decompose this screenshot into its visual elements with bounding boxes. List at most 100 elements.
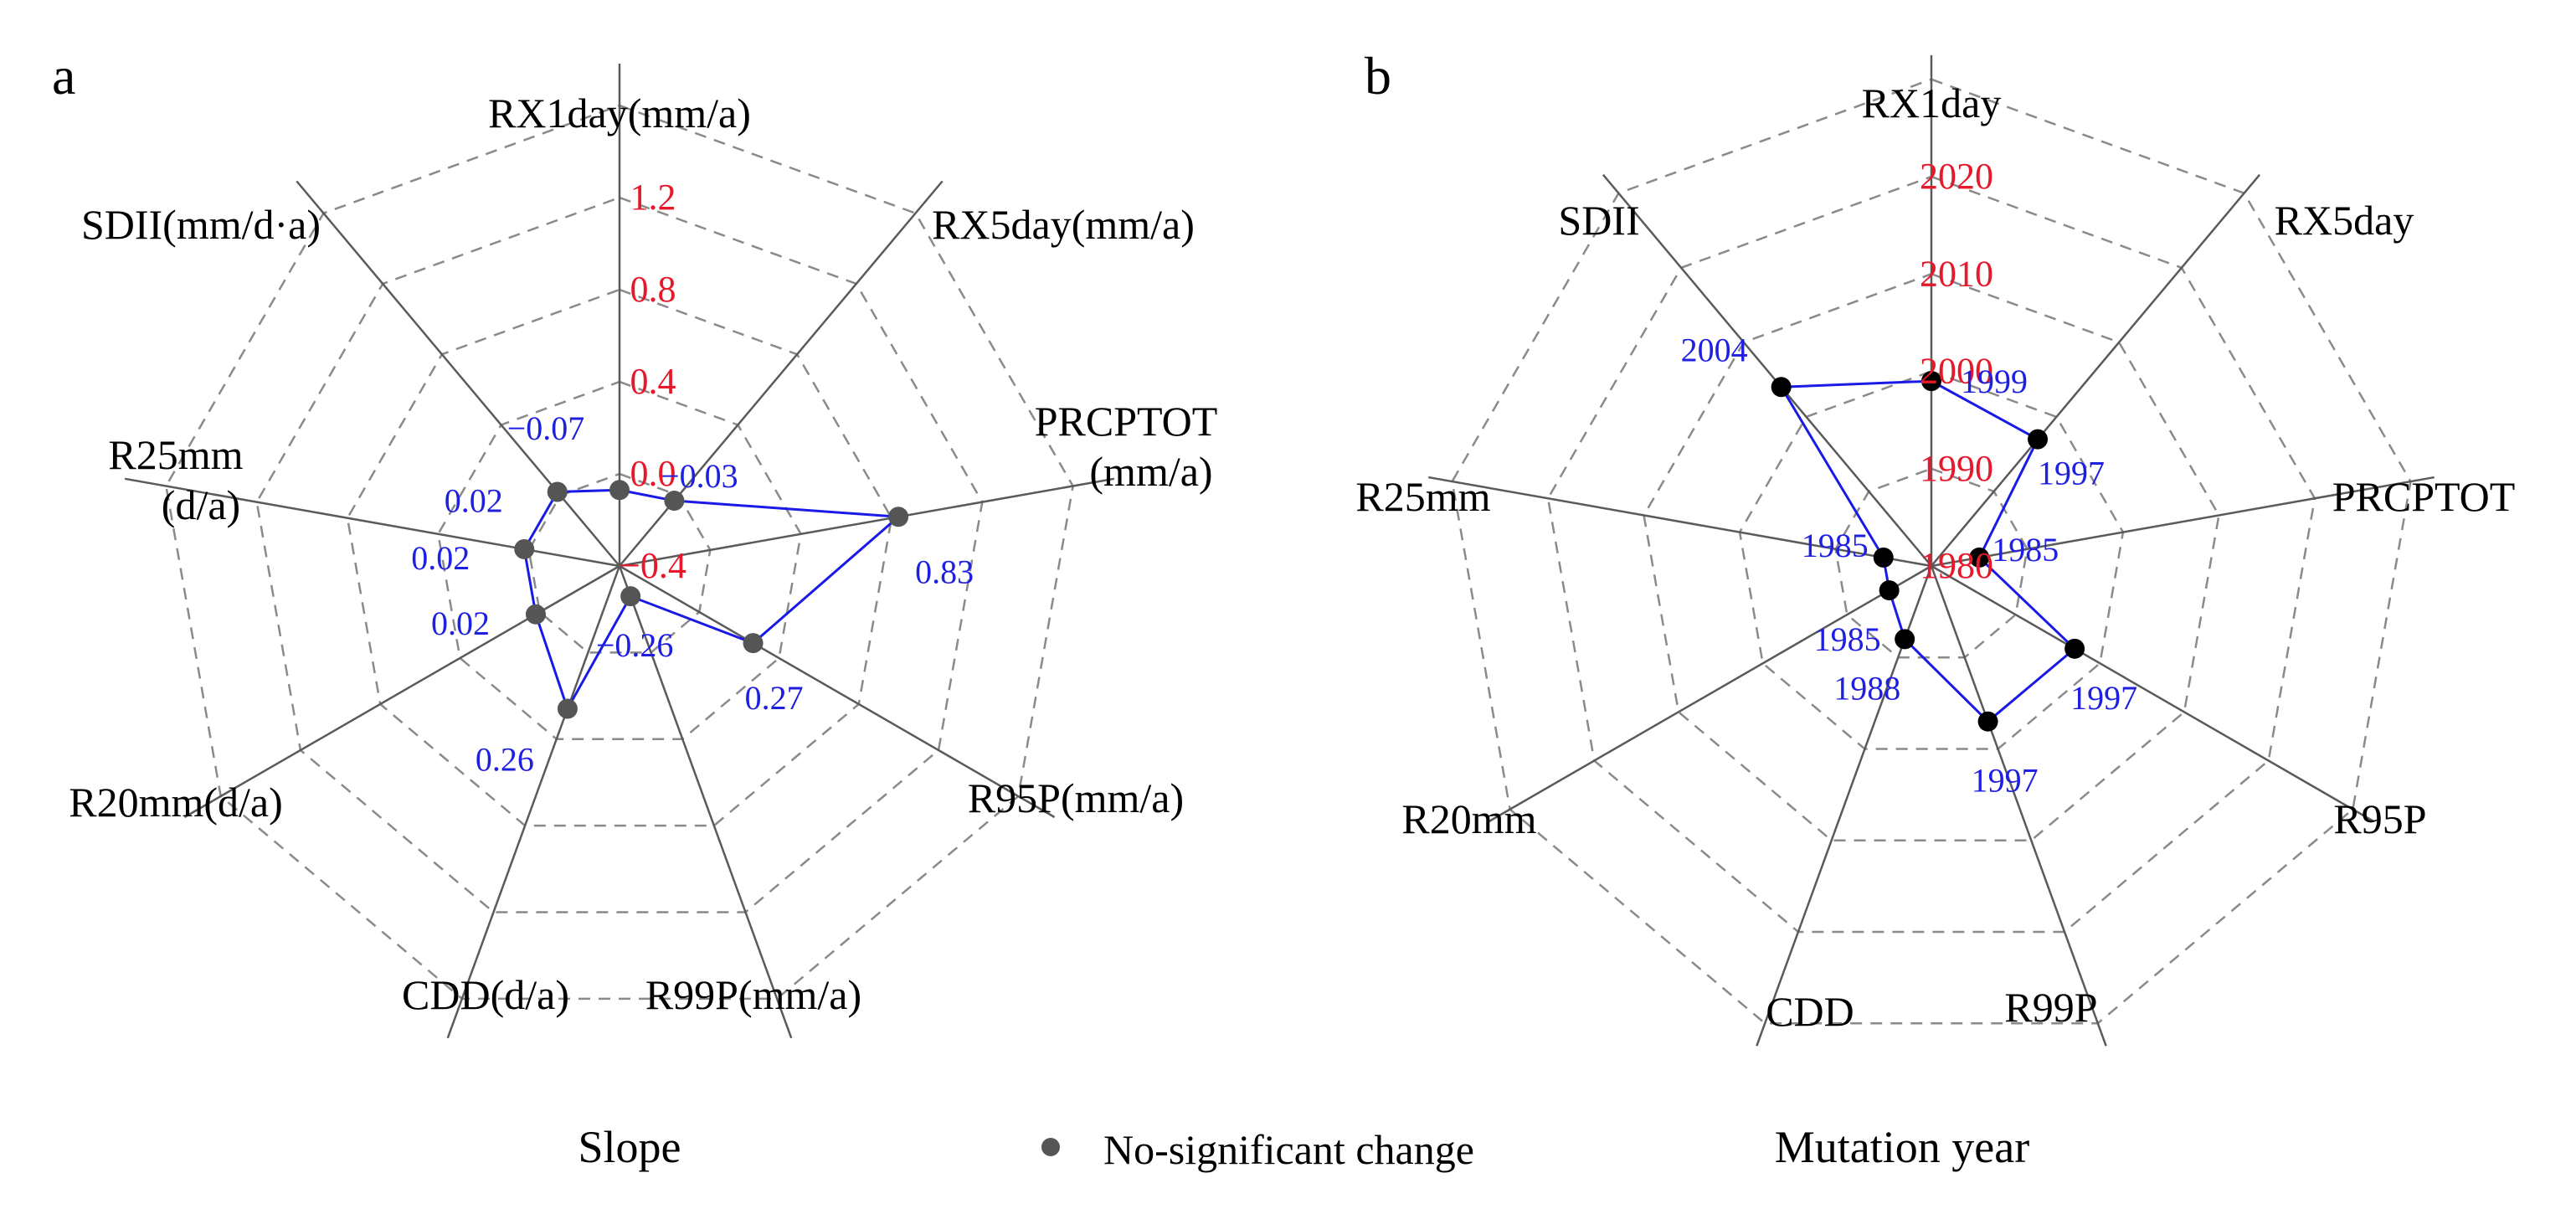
tick-label: 1.2 (630, 177, 676, 218)
tick-label: 1980 (1920, 545, 1993, 586)
panel-letter-a: a (52, 46, 75, 105)
axis-label: PRCPTOT (mm/a) (1035, 398, 1218, 495)
axis-spoke (1931, 564, 2374, 823)
axis-spoke (183, 564, 620, 819)
axis-label: R99P(mm/a) (645, 971, 861, 1018)
data-point (525, 604, 546, 625)
series-line (522, 488, 902, 713)
axis-label: RX1day(mm/a) (488, 90, 751, 136)
data-label: 1997 (2038, 455, 2105, 492)
axis-label: RX1day (1862, 80, 2002, 126)
data-point (1873, 547, 1894, 568)
radar-chart-mutation-year: b 19801990200020102020199919971985199719… (1355, 46, 2515, 1047)
data-label: 1997 (2070, 679, 2137, 717)
axis-label: R95P (2333, 795, 2426, 842)
tick-label: 0.0 (630, 453, 676, 494)
axis-label: R25mm (1355, 473, 1490, 520)
radar-labels-a: −0.4 0.0 0.4 0.8 1.2 −0.03 0.83 0.27 −0.26 0.26 0.… (69, 90, 1217, 1018)
data-point (888, 507, 909, 527)
data-label: 0.26 (476, 741, 534, 779)
axis-label: CDD (1766, 988, 1854, 1035)
data-label: 0.02 (411, 539, 470, 577)
axis-label: R20mm(d/a) (69, 779, 283, 826)
axis-spoke (296, 180, 620, 567)
axis-label: SDII (1558, 197, 1639, 244)
axis-spoke (1428, 476, 1932, 568)
tick-label: −0.4 (620, 545, 686, 586)
axis-label: PRCPTOT (2332, 473, 2516, 520)
grid-ring (1546, 175, 2316, 934)
axis-label: R99P (2004, 984, 2097, 1031)
data-label: 0.83 (915, 553, 974, 590)
data-point (743, 633, 764, 654)
axis-label: R25mm (d/a) (108, 431, 243, 528)
grid-ring (1451, 78, 2412, 1025)
data-point (2028, 429, 2049, 450)
data-label: 1997 (1972, 762, 2039, 800)
axis-spoke (124, 477, 620, 568)
legend-marker (1041, 1138, 1060, 1156)
data-label: −0.03 (661, 457, 738, 495)
axis-spoke (619, 477, 1115, 568)
grid-ring (527, 472, 712, 654)
data-label: 0.27 (745, 679, 804, 717)
grid-ring (255, 196, 984, 913)
grid-ring (437, 380, 802, 740)
data-point (514, 538, 535, 559)
data-point (2064, 638, 2085, 659)
axis-spoke (1931, 476, 2435, 568)
data-point (1879, 580, 1900, 601)
tick-label: 1990 (1920, 448, 1993, 489)
data-point (547, 481, 568, 502)
data-point (609, 480, 630, 501)
axis-label: RX5day(mm/a) (932, 201, 1195, 248)
data-label: 1999 (1961, 363, 2028, 400)
grid-ring (165, 104, 1074, 1001)
tick-label: 0.4 (630, 361, 676, 402)
radar-series-b (1771, 371, 2085, 732)
tick-label: 2010 (1920, 253, 1993, 294)
data-point (620, 586, 641, 607)
axis-label: CDD(d/a) (402, 971, 569, 1018)
tick-label: 0.8 (630, 269, 676, 310)
data-point (664, 491, 685, 512)
tick-label: 2000 (1920, 351, 1993, 392)
radar-grid-b (1428, 55, 2435, 1047)
data-point (1921, 371, 1941, 392)
axis-spoke (1930, 565, 2107, 1047)
data-point (1895, 629, 1915, 650)
legend-slope-title: Slope (578, 1122, 681, 1172)
axis-label: R95P(mm/a) (968, 774, 1184, 821)
data-point (1969, 547, 1990, 568)
radar-series-a (514, 480, 909, 719)
data-label: 1985 (1814, 620, 1881, 658)
data-point (1977, 711, 1998, 732)
radar-labels-b: 1980 1990 2000 2010 2020 1999 1997 1985 1997 1997… (1355, 80, 2515, 1035)
legend-marker-label: No-significant change (1103, 1126, 1474, 1173)
axis-label: RX5day (2275, 197, 2414, 244)
axis-label: R20mm (1401, 795, 1536, 842)
grid-ring (346, 288, 893, 827)
axis-spoke (446, 565, 621, 1039)
legend: Slope No-significant change Mutation yea… (578, 1122, 2029, 1173)
axis-spoke (1602, 173, 1932, 567)
axis-spoke (1931, 173, 2261, 567)
data-label: 1985 (1992, 531, 2059, 568)
axis-spoke (619, 564, 1056, 819)
radar-chart-slope: a −0.4 0.0 0.4 0.8 1.2 −0.03 0.83 0.27 −0.26 0.26… (52, 46, 1217, 1039)
data-label: 0.02 (431, 604, 490, 642)
series-line (1779, 379, 2077, 723)
data-point (557, 698, 578, 719)
data-label: 1985 (1802, 527, 1869, 564)
grid-ring (1643, 272, 2220, 841)
data-point (1771, 377, 1792, 398)
data-label: 0.02 (445, 482, 503, 520)
axis-label: SDII(mm/d·a) (81, 201, 321, 248)
axis-spoke (1489, 564, 1932, 823)
data-label: 1988 (1833, 669, 1900, 707)
data-label: −0.07 (507, 409, 585, 447)
legend-mutation-title: Mutation year (1775, 1122, 2029, 1172)
panel-letter-b: b (1365, 46, 1391, 105)
tick-label: 2020 (1920, 156, 1993, 197)
